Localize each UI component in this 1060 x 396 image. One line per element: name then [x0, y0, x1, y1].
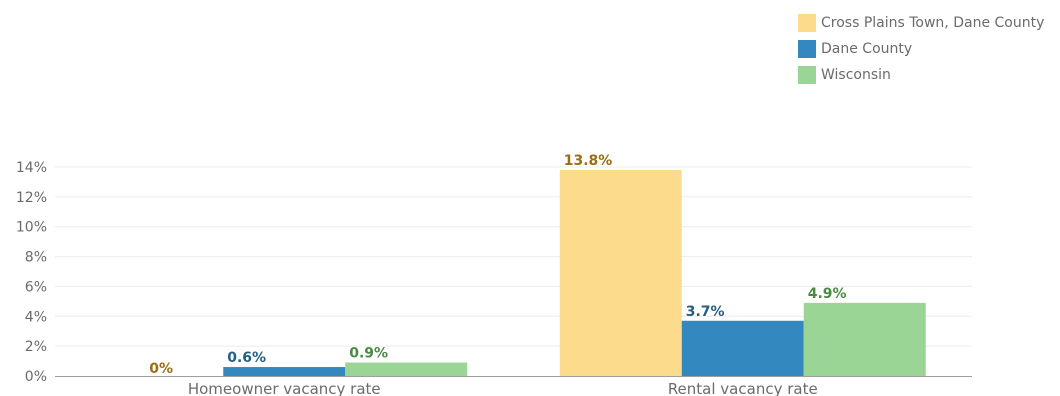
- data-label-homeowner-vacancy-rate-wisconsin: 0.9%: [349, 346, 388, 362]
- x-tick-label-homeowner-vacancy-rate: Homeowner vacancy rate: [188, 380, 381, 396]
- y-tick-label-2: 2%: [25, 339, 47, 355]
- legend-label-cross-plains: Cross Plains Town, Dane County: [821, 15, 1045, 31]
- y-tick-label-0: 0%: [25, 369, 47, 385]
- y-tick-label-8: 8%: [25, 250, 47, 266]
- legend-item-cross-plains: Cross Plains Town, Dane County: [798, 10, 1044, 36]
- legend-swatch-dane-county: [798, 40, 816, 58]
- legend-swatch-wisconsin: [798, 66, 816, 84]
- data-label-homeowner-vacancy-rate-cross-plains-town-dane-county: 0%: [149, 361, 173, 377]
- bar-rental-vacancy-rate-dane-county: [681, 320, 804, 376]
- y-tick-label-10: 10%: [16, 220, 47, 236]
- legend-swatch-cross-plains: [798, 14, 816, 32]
- legend-item-dane-county: Dane County: [798, 36, 1044, 62]
- legend-label-dane-county: Dane County: [821, 41, 913, 57]
- bar-rental-vacancy-rate-wisconsin: [803, 302, 926, 376]
- bar-rental-vacancy-rate-cross-plains-town-dane-county: [559, 169, 682, 376]
- legend-label-wisconsin: Wisconsin: [821, 67, 891, 83]
- data-label-rental-vacancy-rate-wisconsin: 4.9%: [808, 286, 847, 302]
- legend-item-wisconsin: Wisconsin: [798, 62, 1044, 88]
- bar-homeowner-vacancy-rate-dane-county: [223, 367, 346, 376]
- data-label-homeowner-vacancy-rate-dane-county: 0.6%: [227, 350, 266, 366]
- y-tick-label-14: 14%: [16, 160, 47, 176]
- bar-homeowner-vacancy-rate-wisconsin: [345, 362, 468, 376]
- data-label-rental-vacancy-rate-dane-county: 3.7%: [686, 304, 725, 320]
- chart-legend: Cross Plains Town, Dane County Dane Coun…: [798, 10, 1044, 88]
- y-tick-label-12: 12%: [16, 190, 47, 206]
- x-tick-label-rental-vacancy-rate: Rental vacancy rate: [668, 380, 818, 396]
- y-tick-label-6: 6%: [25, 279, 47, 295]
- data-label-rental-vacancy-rate-cross-plains-town-dane-county: 13.8%: [564, 153, 613, 169]
- y-tick-label-4: 4%: [25, 309, 47, 325]
